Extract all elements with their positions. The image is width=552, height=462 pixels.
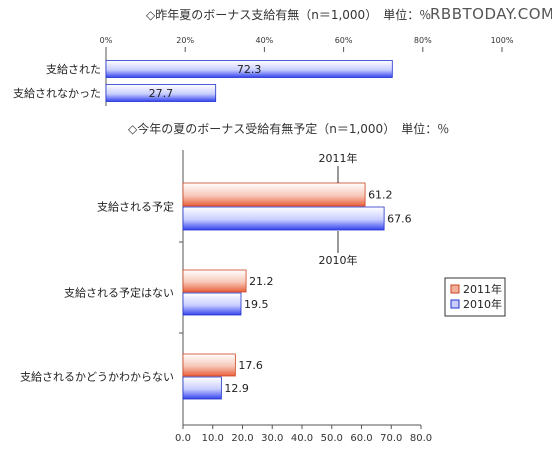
chart1-value-label: 27.7 [149, 87, 174, 100]
chart1-tick-label: 100% [491, 36, 514, 45]
chart2-value-label: 67.6 [387, 213, 412, 226]
chart2-bar [182, 376, 222, 400]
chart1-tick-label: 20% [176, 36, 194, 45]
legend-label: 2011年 [463, 282, 502, 296]
chart2-series-annotation: 2010年 [319, 253, 358, 267]
watermark: RBBTODAY.COM [430, 5, 552, 23]
chart1-tick-label: 40% [256, 36, 274, 45]
chart1-tick-label: 80% [414, 36, 432, 45]
chart1-category-label: 支給された [46, 62, 101, 76]
chart2-title: ◇今年の夏のボーナス受給有無予定（n＝1,000） 単位：％ [128, 121, 449, 136]
chart1-bar [105, 60, 393, 78]
chart2-tick-label: 10.0 [202, 433, 224, 444]
chart2-value-label: 17.6 [238, 359, 262, 372]
chart2-value-label: 19.5 [244, 298, 269, 311]
chart1-bar [105, 84, 217, 102]
chart1-category-label: 支給されなかった [13, 86, 101, 100]
chart2: 0.0 10.0 20.0 30.0 40.0 50.0 60.0 70.0 80.0 61.2 6… [20, 150, 432, 444]
chart2-series-annotation: 2011年 [319, 151, 358, 165]
legend-label: 2010年 [463, 297, 502, 311]
chart2-bar [182, 353, 236, 377]
chart2-category-label: 支給される予定はない [64, 286, 174, 300]
chart2-bar [182, 269, 247, 293]
chart2-bar [182, 182, 366, 207]
chart2-tick-label: 40.0 [291, 433, 313, 444]
chart2-tick-label: 30.0 [261, 433, 283, 444]
chart2-category-label: 支給されるかどうかわからない [20, 370, 174, 384]
chart2-tick-label: 70.0 [380, 433, 402, 444]
chart2-value-label: 12.9 [224, 382, 249, 395]
chart2-tick-label: 20.0 [231, 433, 253, 444]
legend-box [444, 277, 506, 317]
chart1-tick-label: 60% [335, 36, 353, 45]
chart2-tick-label: 0.0 [175, 433, 191, 444]
chart2-tick-label: 60.0 [350, 433, 372, 444]
chart1-value-label: 72.3 [237, 63, 262, 76]
chart2-bar [182, 292, 242, 316]
chart2-tick-label: 50.0 [321, 433, 343, 444]
chart1-tick-label: 0% [100, 36, 113, 45]
chart2-bar [182, 206, 385, 231]
legend-swatch [450, 284, 460, 294]
chart2-value-label: 61.2 [368, 189, 393, 202]
chart2-tick-label: 80.0 [410, 433, 432, 444]
legend-swatch [450, 299, 460, 309]
chart2-category-label: 支給される予定 [97, 200, 174, 214]
chart1: 0% 20% 40% 60% 80% 100% 72.3 支給された 27.7 支給されなかった [13, 36, 514, 106]
chart2-value-label: 21.2 [249, 275, 274, 288]
chart1-title: ◇昨年夏のボーナス支給有無（n＝1,000） 単位：％ [146, 7, 431, 22]
